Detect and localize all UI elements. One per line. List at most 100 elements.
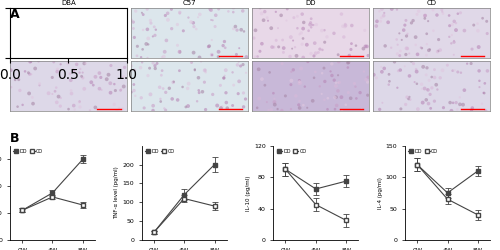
Point [147,21,155,25]
Point [334,73,342,77]
Point [468,108,475,112]
Point [146,92,154,96]
Point [242,71,250,75]
Point [194,88,202,92]
Point [162,108,170,112]
Point [318,71,326,75]
Point [232,52,240,56]
Point [42,23,50,27]
Title: CD: CD [426,0,436,6]
Point [120,74,128,78]
Point [306,22,314,26]
Point [80,27,88,31]
Point [474,22,482,26]
Point [402,18,410,22]
Point [331,96,339,100]
Point [429,8,437,12]
Point [264,108,272,112]
Point [434,49,442,53]
Point [218,105,226,109]
Point [263,16,271,20]
Point [102,77,110,81]
Point [219,44,227,48]
Point [402,52,410,56]
Point [143,7,151,11]
Point [98,88,106,92]
Point [114,20,122,24]
Point [137,96,145,100]
Point [234,63,241,67]
Point [120,48,128,52]
Point [197,59,205,63]
Point [17,6,25,10]
Point [433,13,441,17]
Point [422,53,430,57]
Point [239,9,247,13]
Point [92,106,100,110]
Point [448,23,456,27]
Point [104,20,112,24]
Point [320,66,328,70]
Point [6,68,14,72]
Point [476,79,484,83]
Point [136,66,144,70]
Point [235,46,243,50]
Point [88,8,96,12]
Point [240,91,248,95]
Point [282,94,290,98]
Point [21,69,29,73]
Point [483,32,491,36]
Point [233,28,241,32]
Point [26,72,34,76]
Point [56,28,64,32]
Point [370,73,378,77]
Point [414,9,422,13]
Point [237,28,245,32]
Point [106,91,114,95]
Point [36,83,44,87]
Point [438,10,446,14]
Point [274,26,282,30]
Point [67,45,75,49]
Point [430,99,438,103]
Point [310,54,318,58]
Point [301,84,309,88]
Point [362,44,370,48]
Point [118,107,126,111]
Point [385,82,393,86]
Point [291,45,299,49]
Point [26,60,34,64]
Point [406,95,413,99]
Point [352,96,360,100]
Point [295,81,303,85]
Point [170,80,177,84]
Point [418,82,426,86]
Point [69,67,77,71]
Point [468,106,476,110]
Point [40,36,48,40]
Point [271,102,279,106]
Point [53,100,61,104]
Point [396,31,404,35]
Point [448,33,456,37]
Point [287,107,295,111]
Point [346,60,354,64]
Point [434,38,442,42]
Point [54,8,62,12]
Point [394,86,402,90]
Point [201,68,209,72]
Point [198,90,206,94]
Point [332,95,340,99]
Point [82,27,90,31]
Point [364,80,372,84]
Point [468,47,476,51]
Point [252,28,260,32]
Point [422,14,430,18]
Point [72,50,80,54]
Point [184,86,192,90]
Point [57,31,65,35]
Point [52,86,60,89]
Point [184,16,192,20]
Point [342,103,350,107]
Point [352,85,360,89]
